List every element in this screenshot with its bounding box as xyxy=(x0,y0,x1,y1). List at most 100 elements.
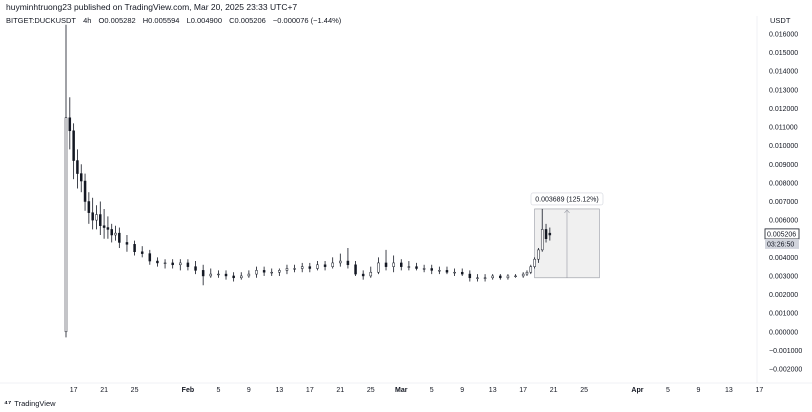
candle[interactable] xyxy=(106,216,110,239)
candle-body xyxy=(68,117,72,132)
measure-tool[interactable]: 0.003689 (125.12%) xyxy=(530,192,604,279)
candle[interactable] xyxy=(384,249,388,271)
x-tick-label: Feb xyxy=(182,387,194,394)
candle[interactable] xyxy=(133,240,136,256)
candle[interactable] xyxy=(537,248,540,263)
candle-body xyxy=(217,273,220,276)
candle[interactable] xyxy=(224,270,228,280)
candle[interactable] xyxy=(102,208,106,239)
candle[interactable] xyxy=(544,223,548,243)
candle[interactable] xyxy=(514,274,517,278)
candle[interactable] xyxy=(339,253,342,267)
candle[interactable] xyxy=(179,259,182,271)
candle-body xyxy=(148,253,152,262)
candle[interactable] xyxy=(540,208,544,252)
candle[interactable] xyxy=(445,266,449,275)
candle-body xyxy=(262,270,266,273)
candle[interactable] xyxy=(308,262,312,273)
candle[interactable] xyxy=(533,257,536,269)
candle[interactable] xyxy=(285,264,289,275)
candle[interactable] xyxy=(79,164,83,193)
candle[interactable] xyxy=(114,225,117,241)
candle[interactable] xyxy=(76,149,79,189)
symbol-name[interactable]: BITGET:DUCKUSDT xyxy=(6,16,77,25)
y-tick-label: −0.001000 xyxy=(769,348,802,355)
candle[interactable] xyxy=(323,261,327,271)
candle-body xyxy=(308,266,312,269)
candle[interactable] xyxy=(499,274,502,280)
candle[interactable] xyxy=(87,192,91,224)
candle[interactable] xyxy=(293,264,296,273)
candle[interactable] xyxy=(232,272,235,282)
candles[interactable] xyxy=(64,24,552,338)
candle[interactable] xyxy=(422,264,426,273)
candle[interactable] xyxy=(346,248,350,269)
footer-brand[interactable]: TradingView xyxy=(14,399,56,408)
candle[interactable] xyxy=(201,264,205,286)
candle[interactable] xyxy=(438,266,441,275)
candle[interactable] xyxy=(415,262,418,271)
candle-body xyxy=(460,271,464,275)
candle[interactable] xyxy=(240,272,243,280)
candle[interactable] xyxy=(91,197,94,230)
candle[interactable] xyxy=(68,97,72,150)
candle-body xyxy=(323,264,327,267)
candle[interactable] xyxy=(194,261,197,275)
candle[interactable] xyxy=(64,24,68,338)
candle[interactable] xyxy=(110,223,113,243)
candle-body xyxy=(106,227,110,230)
candle[interactable] xyxy=(156,257,159,267)
candle-body xyxy=(529,266,533,273)
x-tick-label: 25 xyxy=(367,387,375,394)
candle[interactable] xyxy=(430,264,433,275)
x-tick-label: 25 xyxy=(131,387,139,394)
candle[interactable] xyxy=(125,235,129,252)
candle[interactable] xyxy=(506,274,510,280)
candle[interactable] xyxy=(377,257,380,275)
candle[interactable] xyxy=(83,173,87,211)
candle[interactable] xyxy=(316,261,319,271)
candle[interactable] xyxy=(140,246,144,258)
candle[interactable] xyxy=(270,268,273,276)
candle[interactable] xyxy=(369,266,373,278)
candle[interactable] xyxy=(118,227,121,249)
candle[interactable] xyxy=(525,270,529,276)
candle[interactable] xyxy=(460,268,464,276)
candle[interactable] xyxy=(171,259,174,269)
candle[interactable] xyxy=(255,266,258,278)
x-tick-label: 17 xyxy=(306,387,314,394)
candle[interactable] xyxy=(361,270,365,280)
x-tick-label: 9 xyxy=(460,387,464,394)
interval-label[interactable]: 4h xyxy=(83,16,92,25)
candle[interactable] xyxy=(99,201,102,236)
candle[interactable] xyxy=(529,264,533,275)
candle[interactable] xyxy=(400,259,403,271)
candle[interactable] xyxy=(95,205,98,230)
x-tick-label: 9 xyxy=(696,387,700,394)
candle[interactable] xyxy=(354,261,357,276)
candle[interactable] xyxy=(186,259,190,271)
candle[interactable] xyxy=(407,261,411,271)
candle[interactable] xyxy=(453,268,456,276)
tradingview-logo-icon[interactable]: ⁴⁷ xyxy=(4,399,12,408)
candle[interactable] xyxy=(468,270,472,282)
candle[interactable] xyxy=(548,227,552,241)
candle[interactable] xyxy=(72,123,75,180)
candle[interactable] xyxy=(491,274,494,280)
candle[interactable] xyxy=(148,249,152,265)
candle[interactable] xyxy=(476,274,479,282)
candle[interactable] xyxy=(209,268,213,278)
candle[interactable] xyxy=(278,268,281,276)
measure-label: 0.003689 (125.12%) xyxy=(535,196,598,203)
candle[interactable] xyxy=(483,274,487,282)
candle[interactable] xyxy=(247,270,251,278)
candle[interactable] xyxy=(300,262,304,273)
candle[interactable] xyxy=(331,257,334,269)
candle[interactable] xyxy=(163,259,167,269)
candle[interactable] xyxy=(217,270,220,278)
candle[interactable] xyxy=(262,266,266,276)
y-tick-label: 0.012000 xyxy=(769,106,798,113)
candle[interactable] xyxy=(521,272,525,278)
candle[interactable] xyxy=(392,255,395,273)
